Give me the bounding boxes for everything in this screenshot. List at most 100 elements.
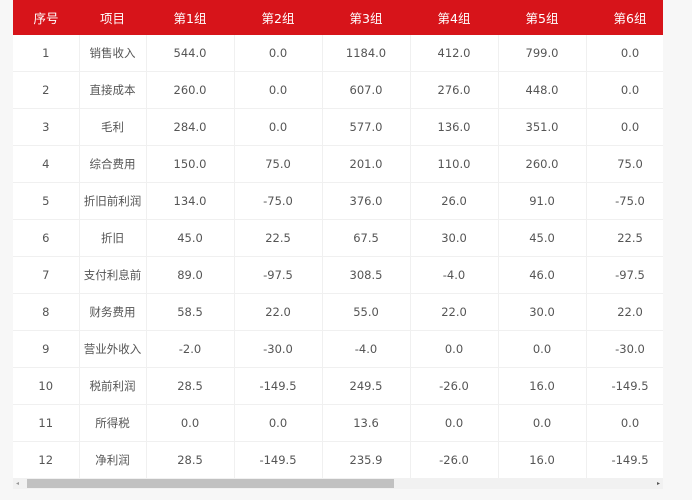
value-cell: 276.0 xyxy=(410,71,499,109)
value-cell: 0.0 xyxy=(234,35,323,72)
column-header[interactable]: 项目 xyxy=(79,0,146,35)
table-row: 5 折旧前利润 134.0 -75.0 376.0 26.0 91.0 -75.0 xyxy=(13,182,663,220)
column-header[interactable]: 第6组 xyxy=(586,0,663,35)
value-cell: 0.0 xyxy=(234,108,323,146)
value-cell: 0.0 xyxy=(234,71,323,109)
value-cell: 0.0 xyxy=(586,71,663,109)
table-row: 10 税前利润 28.5 -149.5 249.5 -26.0 16.0 -149.5 xyxy=(13,367,663,405)
value-cell: 0.0 xyxy=(498,404,587,442)
value-cell: -26.0 xyxy=(410,441,499,478)
value-cell: 260.0 xyxy=(498,145,587,183)
value-cell: 46.0 xyxy=(498,256,587,294)
item-name-cell: 财务费用 xyxy=(79,293,147,331)
value-cell: 75.0 xyxy=(586,145,663,183)
row-index-cell: 2 xyxy=(13,71,80,109)
value-cell: 544.0 xyxy=(146,35,235,72)
value-cell: 607.0 xyxy=(322,71,411,109)
row-index-cell: 11 xyxy=(13,404,80,442)
value-cell: 16.0 xyxy=(498,367,587,405)
value-cell: 13.6 xyxy=(322,404,411,442)
value-cell: 249.5 xyxy=(322,367,411,405)
value-cell: 150.0 xyxy=(146,145,235,183)
row-index-cell: 8 xyxy=(13,293,80,331)
table-row: 8 财务费用 58.5 22.0 55.0 22.0 30.0 22.0 xyxy=(13,293,663,331)
value-cell: 235.9 xyxy=(322,441,411,478)
table-row: 2 直接成本 260.0 0.0 607.0 276.0 448.0 0.0 xyxy=(13,71,663,109)
item-name-cell: 直接成本 xyxy=(79,71,147,109)
table-header-row: 序号 项目 第1组 第2组 第3组 第4组 第5组 第6组 xyxy=(13,0,663,35)
table-row: 11 所得税 0.0 0.0 13.6 0.0 0.0 0.0 xyxy=(13,404,663,442)
value-cell: 30.0 xyxy=(498,293,587,331)
row-index-cell: 12 xyxy=(13,441,80,478)
row-index-cell: 4 xyxy=(13,145,80,183)
table-row: 12 净利润 28.5 -149.5 235.9 -26.0 16.0 -149.5 xyxy=(13,441,663,478)
value-cell: -2.0 xyxy=(146,330,235,368)
value-cell: 22.0 xyxy=(234,293,323,331)
row-index-cell: 9 xyxy=(13,330,80,368)
row-index-cell: 6 xyxy=(13,219,80,257)
value-cell: 351.0 xyxy=(498,108,587,146)
value-cell: 75.0 xyxy=(234,145,323,183)
row-index-cell: 7 xyxy=(13,256,80,294)
value-cell: 16.0 xyxy=(498,441,587,478)
value-cell: 260.0 xyxy=(146,71,235,109)
value-cell: -75.0 xyxy=(586,182,663,220)
table-row: 3 毛利 284.0 0.0 577.0 136.0 351.0 0.0 xyxy=(13,108,663,146)
value-cell: -30.0 xyxy=(586,330,663,368)
value-cell: -75.0 xyxy=(234,182,323,220)
value-cell: 0.0 xyxy=(410,404,499,442)
value-cell: -4.0 xyxy=(322,330,411,368)
value-cell: 0.0 xyxy=(234,404,323,442)
value-cell: 22.0 xyxy=(586,293,663,331)
row-index-cell: 10 xyxy=(13,367,80,405)
value-cell: 28.5 xyxy=(146,367,235,405)
scrollbar-thumb[interactable] xyxy=(27,479,394,488)
column-header[interactable]: 第1组 xyxy=(146,0,234,35)
scroll-right-arrow-icon[interactable]: ▸ xyxy=(656,480,660,487)
column-header[interactable]: 第5组 xyxy=(498,0,586,35)
value-cell: 799.0 xyxy=(498,35,587,72)
value-cell: -149.5 xyxy=(586,367,663,405)
scroll-left-arrow-icon[interactable]: ◂ xyxy=(16,480,20,487)
row-index-cell: 1 xyxy=(13,35,80,72)
column-header[interactable]: 序号 xyxy=(13,0,79,35)
value-cell: 0.0 xyxy=(586,108,663,146)
value-cell: 110.0 xyxy=(410,145,499,183)
value-cell: -149.5 xyxy=(234,441,323,478)
value-cell: 22.5 xyxy=(586,219,663,257)
value-cell: 28.5 xyxy=(146,441,235,478)
item-name-cell: 净利润 xyxy=(79,441,147,478)
column-header[interactable]: 第3组 xyxy=(322,0,410,35)
horizontal-scrollbar[interactable]: ◂ ▸ xyxy=(13,478,663,489)
value-cell: 134.0 xyxy=(146,182,235,220)
value-cell: 26.0 xyxy=(410,182,499,220)
row-index-cell: 3 xyxy=(13,108,80,146)
value-cell: 45.0 xyxy=(498,219,587,257)
column-header[interactable]: 第4组 xyxy=(410,0,498,35)
value-cell: 448.0 xyxy=(498,71,587,109)
item-name-cell: 支付利息前 xyxy=(79,256,147,294)
value-cell: 376.0 xyxy=(322,182,411,220)
value-cell: 0.0 xyxy=(410,330,499,368)
data-table-container: 序号 项目 第1组 第2组 第3组 第4组 第5组 第6组 1 销售收入 544.0 0.0 1184… xyxy=(13,0,663,489)
value-cell: 577.0 xyxy=(322,108,411,146)
value-cell: 30.0 xyxy=(410,219,499,257)
column-header[interactable]: 第2组 xyxy=(234,0,322,35)
value-cell: 22.5 xyxy=(234,219,323,257)
value-cell: -4.0 xyxy=(410,256,499,294)
value-cell: 284.0 xyxy=(146,108,235,146)
value-cell: 0.0 xyxy=(586,35,663,72)
table-row: 4 综合费用 150.0 75.0 201.0 110.0 260.0 75.0 xyxy=(13,145,663,183)
value-cell: 89.0 xyxy=(146,256,235,294)
value-cell: 136.0 xyxy=(410,108,499,146)
item-name-cell: 折旧前利润 xyxy=(79,182,147,220)
table-row: 9 营业外收入 -2.0 -30.0 -4.0 0.0 0.0 -30.0 xyxy=(13,330,663,368)
value-cell: 22.0 xyxy=(410,293,499,331)
value-cell: 412.0 xyxy=(410,35,499,72)
item-name-cell: 毛利 xyxy=(79,108,147,146)
value-cell: 0.0 xyxy=(586,404,663,442)
table-viewport: 序号 项目 第1组 第2组 第3组 第4组 第5组 第6组 1 销售收入 544.0 0.0 1184… xyxy=(13,0,663,478)
value-cell: 308.5 xyxy=(322,256,411,294)
value-cell: -149.5 xyxy=(586,441,663,478)
item-name-cell: 折旧 xyxy=(79,219,147,257)
